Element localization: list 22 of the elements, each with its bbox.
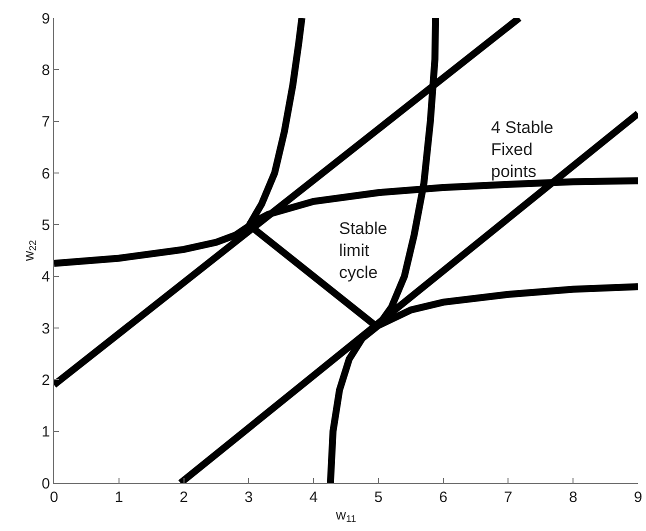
- x-axis-title: w$_{11}$: [334, 506, 356, 526]
- x-tick-label: 7: [504, 489, 512, 506]
- x-tick-label: 3: [244, 489, 253, 506]
- y-tick-label: 2: [42, 372, 50, 389]
- y-tick-label: 6: [42, 165, 50, 182]
- y-tick-label: 4: [42, 268, 50, 286]
- x-tick-label: 8: [568, 489, 578, 506]
- y-tick-label: 9: [42, 10, 50, 28]
- x-tick-label: 1: [114, 489, 124, 506]
- x-tick-label: 2: [180, 489, 188, 506]
- y-tick-label: 7: [42, 114, 50, 131]
- y-tick-label: 0: [42, 475, 50, 492]
- y-tick-label: 5: [42, 216, 50, 234]
- x-tick-label: 6: [439, 489, 448, 506]
- x-tick-label: 5: [374, 489, 383, 506]
- y-tick-label: 1: [42, 424, 50, 441]
- y-tick-label: 3: [42, 320, 50, 338]
- x-tick-label: 4: [309, 489, 318, 506]
- x-tick-label: 9: [634, 489, 642, 506]
- annotation: Stable limit cycle: [339, 219, 388, 282]
- annotation: 4 Stable Fixed points: [491, 118, 554, 182]
- y-tick-label: 8: [42, 62, 50, 79]
